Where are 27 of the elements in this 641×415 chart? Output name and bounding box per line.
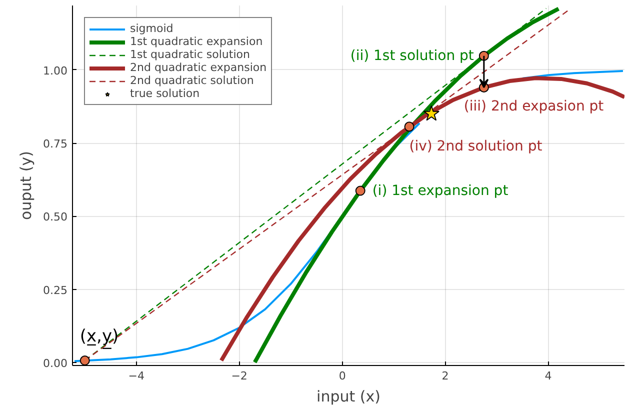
annotation: (iii) 2nd expasion pt xyxy=(464,98,604,114)
point xyxy=(423,105,440,121)
legend-label: sigmoid xyxy=(130,22,174,35)
legend-label: 1st quadratic solution xyxy=(130,48,250,61)
annotation: (i) 1st expansion pt xyxy=(372,182,509,199)
y-tick-label: 1.00 xyxy=(43,64,68,78)
y-tick-label: 0.25 xyxy=(43,284,68,297)
y-tick-label: 0.75 xyxy=(43,138,68,151)
y-tick-label: 0.50 xyxy=(43,210,68,224)
point xyxy=(355,186,366,196)
x-tick-label: −2 xyxy=(231,370,248,382)
legend-label: 1st quadratic expansion xyxy=(130,35,263,48)
annotation: (ii) 1st solution pt xyxy=(350,48,474,64)
x-tick-label: −4 xyxy=(128,370,144,382)
legend-label: true solution xyxy=(130,87,200,100)
point xyxy=(80,356,90,366)
x-tick-label: 0 xyxy=(338,370,346,382)
annotation: (x̲,y̲) xyxy=(80,326,119,350)
point xyxy=(404,122,414,132)
x-axis-title: input (x) xyxy=(316,388,380,406)
y-tick-label: 0.00 xyxy=(43,357,68,370)
legend-label: 2nd quadratic solution xyxy=(130,74,254,87)
y-axis-title: ouput (y) xyxy=(17,151,36,220)
annotation: (iv) 2nd solution pt xyxy=(409,138,543,155)
legend-label: 2nd quadratic expansion xyxy=(130,61,267,74)
x-tick-label: 2 xyxy=(442,370,449,382)
x-tick-label: 4 xyxy=(544,370,552,382)
